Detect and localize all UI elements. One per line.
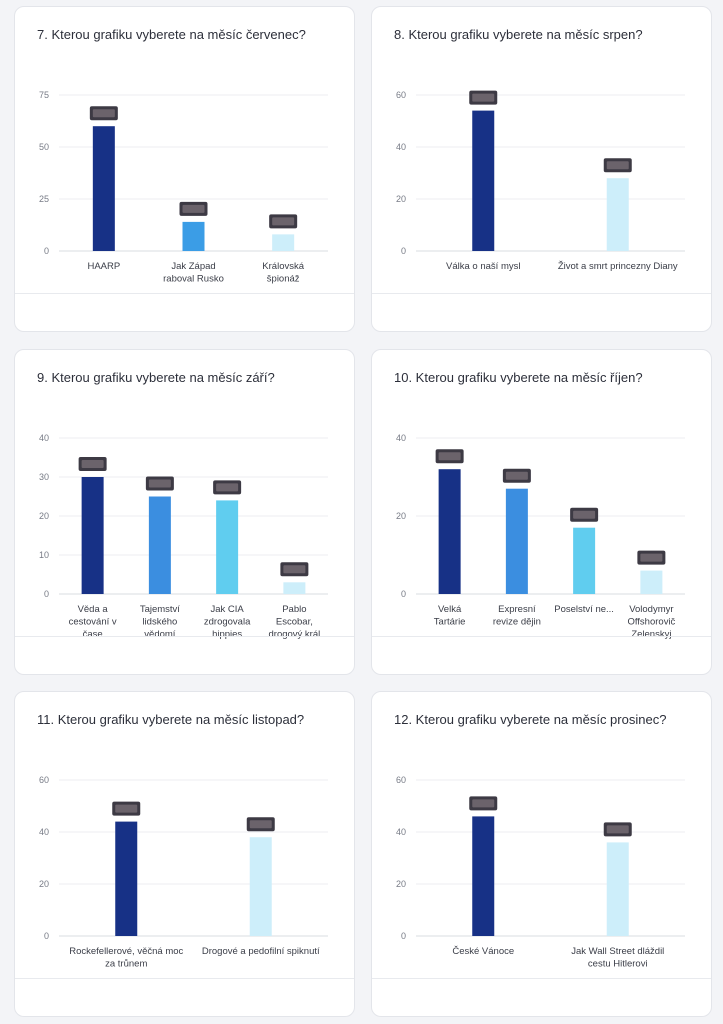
y-tick-label: 0 xyxy=(401,589,406,599)
thumbnail-detail xyxy=(606,825,629,834)
y-tick-label: 0 xyxy=(44,589,49,599)
y-tick-label: 0 xyxy=(44,246,49,256)
bar-chart-8: 0 20 40 60 Válka o naší mysl Život a smrt pri… xyxy=(396,90,685,272)
bar[interactable] xyxy=(249,837,272,936)
chart-title: 12. Kterou grafiku vyberete na měsíc pro… xyxy=(394,712,667,727)
chart-card-12: 12. Kterou grafiku vyberete na měsíc pro… xyxy=(371,691,712,1017)
x-category-label: Tajemství lidského vědomí xyxy=(140,604,180,640)
y-tick-label: 60 xyxy=(396,775,406,785)
bar[interactable] xyxy=(606,178,629,251)
thumbnail-detail xyxy=(505,471,528,480)
x-category-label: Věda a cestování v čase xyxy=(69,604,117,640)
x-category-label: Volodymyr Offshorovič Zelenskyj xyxy=(627,604,675,640)
y-tick-label: 40 xyxy=(396,142,406,152)
thumbnail-detail xyxy=(81,460,104,468)
y-tick-label: 50 xyxy=(39,142,49,152)
y-tick-label: 40 xyxy=(396,827,406,837)
x-category-label: Pablo Escobar, drogový král xyxy=(269,604,321,640)
bar-chart-9: 0 10 20 30 40 Věda a cestování v čase Tajemství l… xyxy=(39,433,328,640)
y-tick-label: 20 xyxy=(39,511,49,521)
bar[interactable] xyxy=(573,527,596,594)
chart-card-11: 11. Kterou grafiku vyberete na měsíc lis… xyxy=(14,691,355,1017)
bar[interactable] xyxy=(438,469,461,594)
chart-title: 8. Kterou grafiku vyberete na měsíc srpe… xyxy=(394,27,643,42)
y-tick-label: 25 xyxy=(39,194,49,204)
x-category-label: Rockefellerové, věčná moc za trůnem xyxy=(69,946,183,970)
bar[interactable] xyxy=(148,496,171,595)
bar[interactable] xyxy=(472,110,495,251)
bar[interactable] xyxy=(92,126,115,251)
y-tick-label: 60 xyxy=(396,90,406,100)
bar[interactable] xyxy=(182,221,205,251)
chart-card-7: 7. Kterou grafiku vyberete na měsíc červ… xyxy=(14,6,355,332)
x-category-label: Život a smrt princezny Diany xyxy=(558,261,678,272)
x-category-label: Jak Západ raboval Rusko xyxy=(163,261,224,285)
y-tick-label: 30 xyxy=(39,472,49,482)
thumbnail-detail xyxy=(148,479,171,488)
x-category-label: Královská špionáž xyxy=(262,261,304,285)
thumbnail-detail xyxy=(438,452,461,461)
bar-chart-11: 0 20 40 60 Rockefellerové, věčná moc za trůne… xyxy=(39,775,328,970)
y-tick-label: 60 xyxy=(39,775,49,785)
bar[interactable] xyxy=(115,821,138,936)
y-tick-label: 40 xyxy=(39,827,49,837)
y-tick-label: 75 xyxy=(39,90,49,100)
y-tick-label: 20 xyxy=(396,879,406,889)
y-tick-label: 10 xyxy=(39,550,49,560)
x-category-label: Válka o naší mysl xyxy=(446,261,520,272)
y-tick-label: 0 xyxy=(401,931,406,941)
card-divider xyxy=(372,636,711,637)
x-category-label: Expresní revize dějin xyxy=(493,604,541,628)
bar-chart-12: 0 20 40 60 České Vánoce Jak Wall Street dlážd… xyxy=(396,775,685,970)
chart-title: 9. Kterou grafiku vyberete na měsíc září… xyxy=(37,370,275,385)
y-tick-label: 20 xyxy=(396,194,406,204)
thumbnail-detail xyxy=(216,483,239,492)
bar[interactable] xyxy=(505,488,528,594)
thumbnail-detail xyxy=(272,217,295,226)
thumbnail-detail xyxy=(92,109,115,118)
card-divider xyxy=(372,293,711,294)
card-divider xyxy=(15,636,354,637)
thumbnail-detail xyxy=(472,93,495,102)
chart-card-8: 8. Kterou grafiku vyberete na měsíc srpe… xyxy=(371,6,712,332)
bar[interactable] xyxy=(640,570,663,594)
thumbnail-detail xyxy=(606,161,629,170)
y-tick-label: 0 xyxy=(401,246,406,256)
card-divider xyxy=(372,978,711,979)
bar[interactable] xyxy=(606,842,629,936)
chart-title: 11. Kterou grafiku vyberete na měsíc lis… xyxy=(37,712,305,727)
chart-card-10: 10. Kterou grafiku vyberete na měsíc říj… xyxy=(371,349,712,675)
x-category-label: České Vánoce xyxy=(452,946,514,957)
card-divider xyxy=(15,293,354,294)
thumbnail-detail xyxy=(573,510,596,519)
thumbnail-detail xyxy=(283,565,306,574)
thumbnail-detail xyxy=(472,799,495,808)
x-category-label: Drogové a pedofilní spiknutí xyxy=(202,946,320,957)
thumbnail-detail xyxy=(115,804,138,813)
bar[interactable] xyxy=(283,582,306,594)
x-category-label: Velká Tartárie xyxy=(434,604,466,628)
bar-chart-10: 0 20 40 Velká Tartárie Expresní revize dějin Po… xyxy=(396,433,685,640)
card-divider xyxy=(15,978,354,979)
y-tick-label: 0 xyxy=(44,931,49,941)
chart-title: 10. Kterou grafiku vyberete na měsíc říj… xyxy=(394,370,643,385)
thumbnail-detail xyxy=(249,820,272,829)
x-category-label: Poselství ne... xyxy=(554,604,614,615)
bar[interactable] xyxy=(81,477,104,594)
x-category-label: HAARP xyxy=(87,261,120,272)
chart-card-9: 9. Kterou grafiku vyberete na měsíc září… xyxy=(14,349,355,675)
y-tick-label: 20 xyxy=(396,511,406,521)
y-tick-label: 40 xyxy=(39,433,49,443)
chart-title: 7. Kterou grafiku vyberete na měsíc červ… xyxy=(37,27,306,42)
y-tick-label: 20 xyxy=(39,879,49,889)
bar-chart-7: 0 25 50 75 HAARP Jak Západ raboval Rusko Králov… xyxy=(39,90,328,285)
x-category-label: Jak Wall Street dláždil cestu Hitlerovi xyxy=(571,946,664,970)
bar[interactable] xyxy=(216,500,239,594)
y-tick-label: 40 xyxy=(396,433,406,443)
bar[interactable] xyxy=(472,816,495,936)
x-category-label: Jak CIA zdrogovala hippies xyxy=(204,604,251,640)
thumbnail-detail xyxy=(640,553,663,562)
thumbnail-detail xyxy=(182,204,205,213)
bar[interactable] xyxy=(272,234,295,251)
